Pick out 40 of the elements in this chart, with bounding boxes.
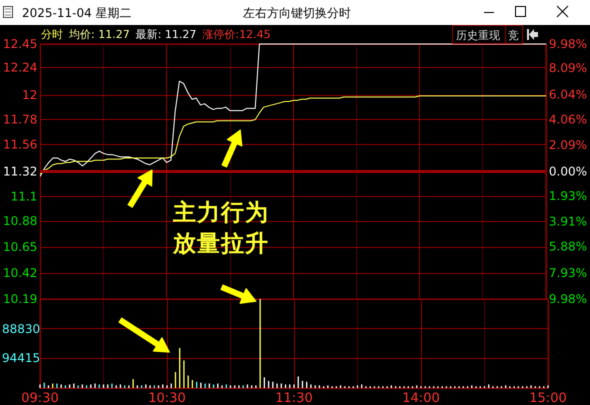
y2-tick-label: 4.06%: [548, 112, 588, 127]
chart-subtitle: 左右方向键切换分时: [243, 5, 351, 22]
y-tick-label: 12.24: [2, 60, 38, 75]
chart-title: 2025-11-04 星期二: [22, 5, 132, 22]
y-tick-label: 11.1: [10, 189, 38, 204]
y-tick-label: 12: [22, 88, 38, 102]
y2-tick-label: 1.93%: [548, 189, 588, 204]
y-tick-label: 10.65: [2, 240, 38, 254]
y2-tick-label: 9.98%: [548, 292, 588, 306]
y2-tick-label: 0.00%: [548, 164, 588, 178]
y2-tick-label: 7.93%: [548, 266, 588, 280]
x-tick-label: 10:30: [148, 391, 186, 405]
y2-tick-label: 9.98%: [548, 37, 588, 51]
y-tick-label: 10.19: [2, 292, 38, 306]
x-tick-label: 11:30: [275, 391, 313, 405]
y2-tick-label: 6.04%: [548, 87, 588, 102]
text: 分时: [41, 27, 63, 42]
text: 竞: [508, 28, 519, 43]
text: 涨停价:12.45: [202, 27, 271, 42]
y-tick-label: 12.45: [2, 37, 38, 51]
y-tick-label: 11.56: [2, 137, 38, 152]
y2-tick-label: 2.09%: [548, 138, 588, 152]
y2-tick-label: 8.09%: [548, 61, 588, 76]
annotation: 放量拉升: [173, 230, 269, 259]
text: 均价: 11.27: [69, 27, 130, 42]
y2-tick-label: 5.88%: [548, 240, 588, 254]
annotation: 主力行为: [173, 199, 269, 228]
x-tick-label: 09:30: [21, 391, 59, 405]
line-series: [40, 95, 546, 174]
x-tick-label: 14:00: [402, 391, 440, 405]
x-tick-label: 15:00: [529, 391, 567, 405]
y2-tick-label: 3.91%: [548, 214, 588, 228]
annotation: 94415: [2, 351, 40, 366]
text: 历史重现: [456, 28, 500, 43]
y-tick-label: 10.88: [2, 214, 38, 228]
y-tick-label: 10.42: [2, 266, 38, 280]
text: 最新: 11.27: [136, 27, 196, 42]
y-tick-label: 11.78: [2, 112, 38, 127]
annotation: 88830: [2, 322, 40, 336]
y-tick-label: 11.32: [2, 164, 38, 178]
